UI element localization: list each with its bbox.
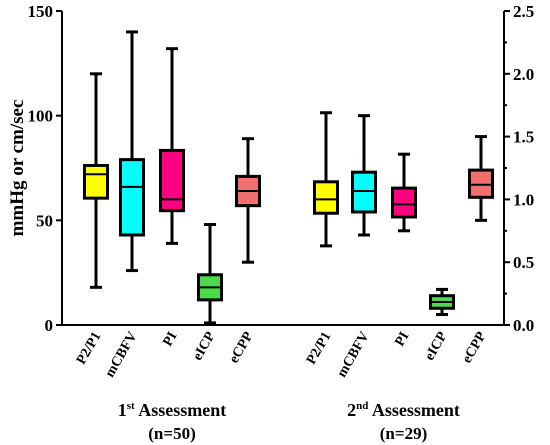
category-label: P2/P1 bbox=[304, 330, 334, 368]
box-p2-p1 bbox=[83, 72, 109, 289]
group-title-superscript: nd bbox=[356, 400, 368, 412]
left-tick-label: 150 bbox=[28, 2, 54, 21]
left-tick-label: 0 bbox=[45, 316, 54, 335]
category-label: mCBFV bbox=[103, 330, 141, 381]
box-mcbfv bbox=[119, 30, 145, 273]
right-tick-label: 0.5 bbox=[513, 253, 534, 272]
box-eicp bbox=[197, 223, 223, 325]
y-axis-label: mmHg or cm/sec bbox=[7, 100, 28, 237]
right-tick-label: 2.5 bbox=[513, 2, 534, 21]
iqr-box bbox=[159, 148, 185, 213]
box-pi bbox=[159, 47, 185, 245]
box-ecpp bbox=[235, 137, 261, 264]
box-mcbfv bbox=[351, 114, 377, 237]
box-p2-p1 bbox=[313, 111, 339, 248]
right-tick-label: 1.0 bbox=[513, 190, 534, 209]
left-tick-label: 50 bbox=[36, 211, 53, 230]
category-label: PI bbox=[160, 330, 180, 350]
box-series bbox=[83, 30, 494, 325]
category-label: P2/P1 bbox=[74, 330, 104, 368]
iqr-box bbox=[83, 163, 109, 200]
group-title-text: Assessment bbox=[135, 400, 227, 420]
left-tick-label: 100 bbox=[28, 107, 54, 126]
iqr-box bbox=[313, 180, 339, 215]
group-title-text: Assessment bbox=[368, 400, 460, 420]
group-n-label: (n=29) bbox=[380, 424, 427, 443]
group-title: 2nd Assessment bbox=[347, 400, 460, 420]
iqr-box bbox=[391, 186, 417, 219]
category-label: eCPP bbox=[460, 329, 490, 366]
right-tick-label: 1.5 bbox=[513, 128, 534, 147]
iqr-box bbox=[351, 170, 377, 214]
group-n-label: (n=50) bbox=[148, 424, 195, 443]
box-ecpp bbox=[468, 135, 494, 222]
category-label: eCPP bbox=[227, 329, 257, 366]
group-title-superscript: st bbox=[127, 400, 135, 412]
axes: 0 50 100 150 0.0 0.5 1.0 1.5 2.0 2.5 mmHg or cm/se… bbox=[7, 2, 534, 335]
right-tick-label: 0.0 bbox=[513, 316, 534, 335]
category-label: eICP bbox=[190, 329, 218, 363]
box-pi bbox=[391, 152, 417, 233]
category-label: eICP bbox=[422, 329, 450, 363]
group-title-number: 1 bbox=[118, 400, 127, 420]
category-label: mCBFV bbox=[335, 330, 373, 381]
group-title: 1st Assessment bbox=[118, 400, 226, 420]
box-eicp bbox=[429, 287, 455, 317]
iqr-box bbox=[119, 158, 145, 237]
group-title-number: 2 bbox=[347, 400, 356, 420]
category-label: PI bbox=[392, 330, 412, 350]
iqr-box bbox=[468, 168, 494, 199]
right-tick-label: 2.0 bbox=[513, 65, 534, 84]
